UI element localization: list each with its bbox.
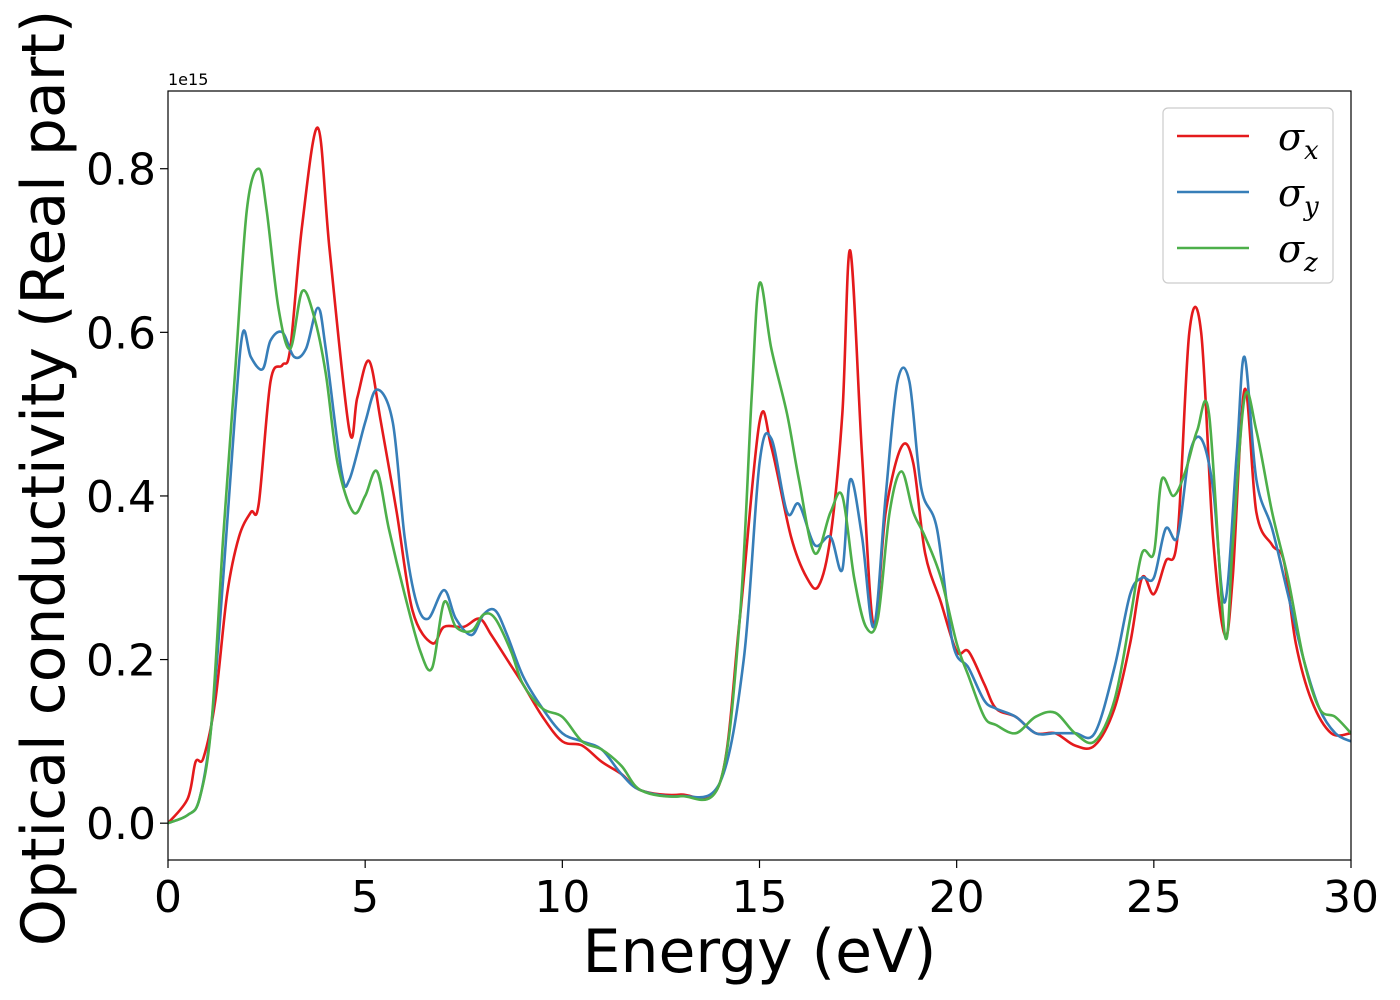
x-axis-ticks: 0 5 10 15 20 25 30 xyxy=(154,860,1379,923)
y-axis-label: Optical conductivity (Real part) xyxy=(9,10,79,947)
y-tick-label: 0.2 xyxy=(86,636,156,687)
x-tick-label: 10 xyxy=(534,872,590,923)
legend-label-y: σy xyxy=(1278,171,1319,222)
y-tick-label: 0.4 xyxy=(86,472,156,523)
series-line-z xyxy=(168,167,1351,825)
y-tick-label: 0.0 xyxy=(86,799,156,850)
y-axis-ticks: 0.0 0.2 0.4 0.6 0.8 xyxy=(86,145,168,850)
y-tick-label: 0.6 xyxy=(86,308,156,359)
series-line-x xyxy=(168,126,1351,825)
x-tick-label: 15 xyxy=(732,872,788,923)
x-axis-label: Energy (eV) xyxy=(583,917,937,987)
x-tick-label: 25 xyxy=(1126,872,1182,923)
series-line-y xyxy=(168,306,1351,825)
legend-box xyxy=(1162,107,1334,284)
series-lines xyxy=(168,126,1351,825)
legend-label-z: σz xyxy=(1278,227,1318,278)
y-offset-label: 1e15 xyxy=(168,70,208,89)
x-tick-label: 5 xyxy=(351,872,379,923)
x-tick-label: 20 xyxy=(929,872,985,923)
x-tick-label: 30 xyxy=(1323,872,1379,923)
y-tick-label: 0.8 xyxy=(86,145,156,196)
x-tick-label: 0 xyxy=(154,872,182,923)
legend-label-x: σx xyxy=(1278,115,1319,166)
